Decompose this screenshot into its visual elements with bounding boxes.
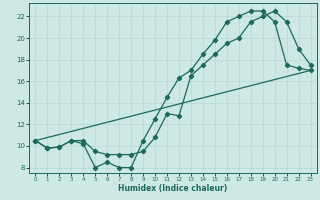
X-axis label: Humidex (Indice chaleur): Humidex (Indice chaleur)	[118, 184, 228, 193]
